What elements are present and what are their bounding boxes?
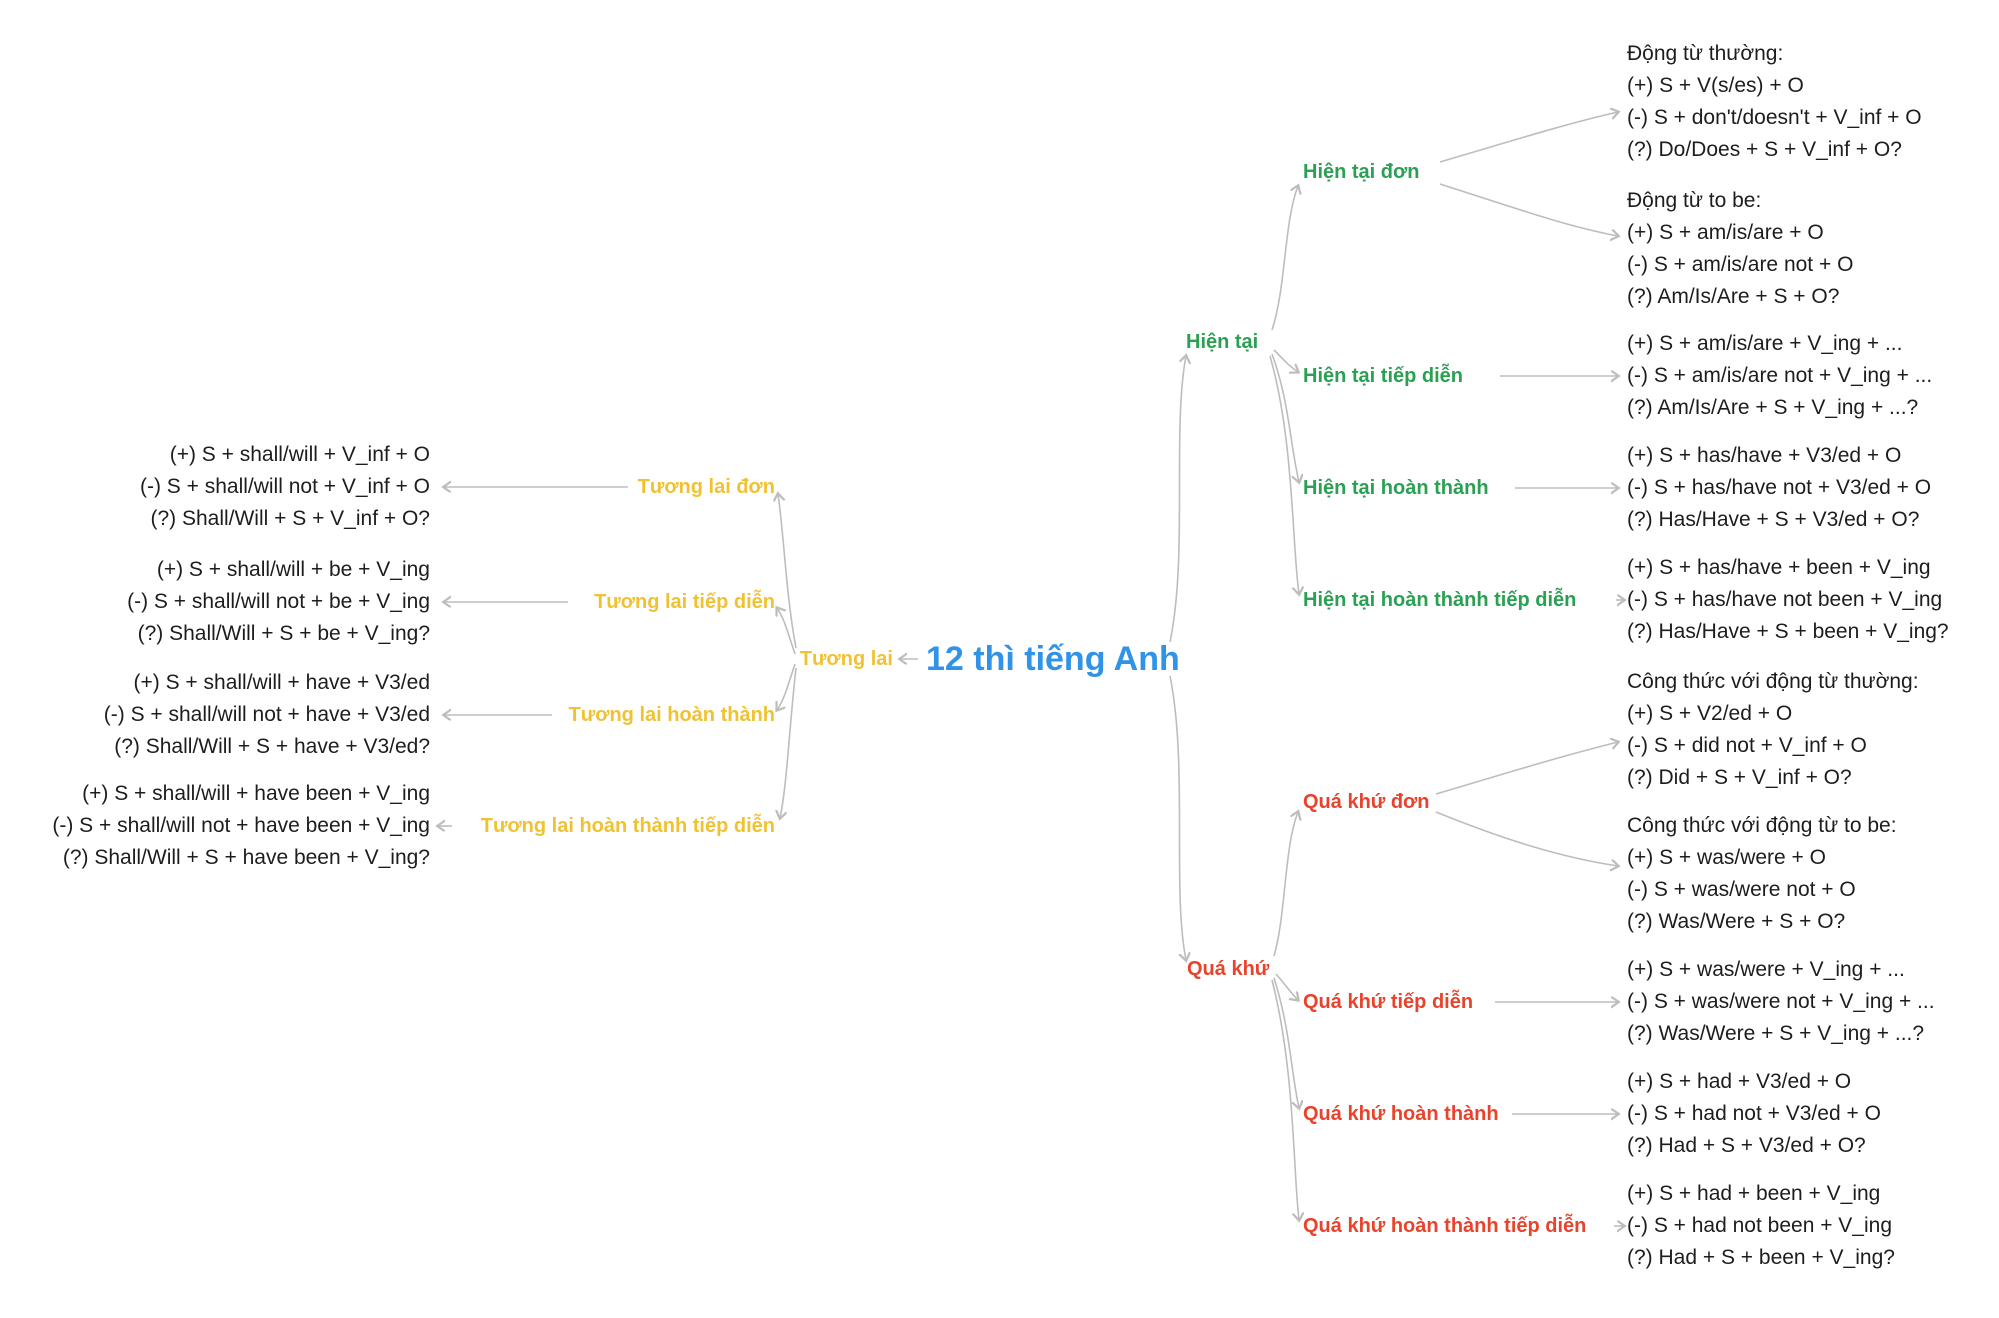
formula-line: (+) S + shall/will + be + V_ing — [156, 558, 430, 581]
connector-present-simple — [1271, 186, 1298, 331]
formula-line: (+) S + has/have + been + V_ing — [1627, 556, 1931, 579]
formula-line: (?) Was/Were + S + V_ing + ...? — [1627, 1022, 1925, 1045]
formula-header: Công thức với động từ thường: — [1627, 670, 1919, 693]
node-present-simple[interactable]: Hiện tại đơn — [1303, 161, 1420, 183]
formula-line: (?) Has/Have + S + been + V_ing? — [1627, 620, 1949, 643]
node-present-perfect[interactable]: Hiện tại hoàn thành — [1303, 477, 1489, 499]
formula-line: (-) S + did not + V_inf + O — [1627, 734, 1867, 757]
formula-block-past-simple-regular: Công thức với động từ thường: (+) S + V2… — [1627, 666, 1919, 794]
formula-line: (?) Shall/Will + S + V_inf + O? — [150, 507, 430, 530]
formula-line: (+) S + am/is/are + O — [1627, 221, 1824, 244]
formula-block-future-perfect: (+) S + shall/will + have + V3/ed (-) S … — [104, 667, 430, 763]
formula-line: (?) Has/Have + S + V3/ed + O? — [1627, 508, 1920, 531]
connector-future-perfect-continuous — [780, 667, 797, 818]
formula-line: (?) Was/Were + S + O? — [1627, 910, 1846, 933]
formula-line: (-) S + had not + V3/ed + O — [1627, 1102, 1881, 1125]
formula-block-past-simple-tobe: Công thức với động từ to be: (+) S + was… — [1627, 810, 1897, 938]
formula-line: (+) S + V2/ed + O — [1627, 702, 1793, 725]
formula-line: (-) S + was/were not + V_ing + ... — [1627, 990, 1935, 1013]
formula-line: (+) S + V(s/es) + O — [1627, 74, 1804, 97]
formula-block-future-continuous: (+) S + shall/will + be + V_ing (-) S + … — [127, 554, 430, 650]
formula-line: (?) Had + S + V3/ed + O? — [1627, 1134, 1866, 1157]
formula-line: (-) S + has/have not + V3/ed + O — [1627, 476, 1932, 499]
node-future[interactable]: Tương lai — [799, 648, 893, 670]
formula-block-present-simple-regular: Động từ thường: (+) S + V(s/es) + O (-) … — [1627, 38, 1922, 166]
formula-line: (?) Am/Is/Are + S + O? — [1627, 285, 1840, 308]
formula-line: (+) S + was/were + V_ing + ... — [1627, 958, 1905, 981]
node-present[interactable]: Hiện tại — [1186, 331, 1259, 353]
formula-line: (-) S + shall/will not + have + V3/ed — [103, 703, 430, 726]
formula-line: (?) Shall/Will + S + be + V_ing? — [137, 622, 430, 645]
node-future-simple[interactable]: Tương lai đơn — [637, 476, 775, 498]
formula-block-present-perfect: (+) S + has/have + V3/ed + O (-) S + has… — [1627, 440, 1931, 536]
node-future-perfect-continuous[interactable]: Tương lai hoàn thành tiếp diễn — [480, 815, 775, 837]
formula-line: (-) S + was/were not + O — [1627, 878, 1856, 901]
connector-center-past — [1169, 675, 1186, 960]
formula-line: (-) S + shall/will not + V_inf + O — [139, 475, 430, 498]
formula-line: (+) S + was/were + O — [1627, 846, 1826, 869]
formula-block-past-perfect: (+) S + had + V3/ed + O (-) S + had not … — [1627, 1066, 1881, 1162]
node-past-simple[interactable]: Quá khứ đơn — [1303, 791, 1430, 813]
formula-line: (-) S + shall/will not + be + V_ing — [127, 590, 430, 613]
formula-block-present-simple-tobe: Động từ to be: (+) S + am/is/are + O (-)… — [1627, 185, 1853, 313]
formula-header: Động từ thường: — [1627, 42, 1784, 65]
connector-center-present — [1169, 356, 1186, 643]
formula-block-present-perfect-continuous: (+) S + has/have + been + V_ing (-) S + … — [1627, 552, 1949, 648]
node-past-continuous[interactable]: Quá khứ tiếp diễn — [1303, 991, 1474, 1013]
node-past-perfect[interactable]: Quá khứ hoàn thành — [1303, 1103, 1499, 1125]
connector-past-perfect-continuous — [1271, 979, 1299, 1220]
node-past[interactable]: Quá khứ — [1187, 958, 1270, 980]
formula-line: (-) S + am/is/are not + O — [1627, 253, 1854, 276]
formula-block-present-continuous: (+) S + am/is/are + V_ing + ... (-) S + … — [1627, 328, 1932, 424]
connector-present-perfect-continuous — [1269, 355, 1299, 594]
connector-present-perfect — [1271, 353, 1299, 482]
connector-present-continuous — [1273, 349, 1298, 372]
formula-block-future-perfect-continuous: (+) S + shall/will + have been + V_ing (… — [52, 778, 430, 874]
formula-line: (-) S + am/is/are not + V_ing + ... — [1627, 364, 1933, 387]
node-past-perfect-continuous[interactable]: Quá khứ hoàn thành tiếp diễn — [1303, 1215, 1587, 1237]
formula-line: (-) S + shall/will not + have been + V_i… — [52, 814, 430, 837]
connector-future-continuous — [777, 608, 796, 655]
formula-line: (-) S + had not been + V_ing — [1627, 1214, 1893, 1237]
node-future-continuous[interactable]: Tương lai tiếp diễn — [594, 591, 775, 613]
formula-line: (+) S + shall/will + V_inf + O — [169, 443, 430, 466]
node-present-perfect-continuous[interactable]: Hiện tại hoàn thành tiếp diễn — [1303, 589, 1577, 611]
connector-present-simple-formula-2 — [1439, 183, 1618, 236]
formula-line: (-) S + don't/doesn't + V_inf + O — [1627, 106, 1922, 129]
root-node[interactable]: 12 thì tiếng Anh — [926, 640, 1180, 678]
formula-line: (?) Do/Does + S + V_inf + O? — [1627, 138, 1902, 161]
formula-header: Công thức với động từ to be: — [1627, 814, 1897, 837]
formula-line: (+) S + had + V3/ed + O — [1627, 1070, 1852, 1093]
connector-future-perfect — [777, 663, 796, 710]
node-future-perfect[interactable]: Tương lai hoàn thành — [568, 704, 775, 726]
formula-line: (+) S + shall/will + have been + V_ing — [82, 782, 430, 805]
formula-header: Động từ to be: — [1627, 189, 1762, 212]
formula-line: (?) Shall/Will + S + have been + V_ing? — [62, 846, 430, 869]
formula-line: (-) S + has/have not been + V_ing — [1627, 588, 1943, 611]
formula-line: (+) S + has/have + V3/ed + O — [1627, 444, 1902, 467]
formula-line: (+) S + had + been + V_ing — [1627, 1182, 1881, 1205]
formula-line: (+) S + shall/will + have + V3/ed — [133, 671, 431, 694]
connector-past-continuous — [1275, 973, 1298, 1000]
node-present-continuous[interactable]: Hiện tại tiếp diễn — [1303, 365, 1464, 387]
formula-block-past-continuous: (+) S + was/were + V_ing + ... (-) S + w… — [1627, 954, 1935, 1050]
connector-future-simple — [778, 494, 797, 649]
formula-line: (?) Did + S + V_inf + O? — [1627, 766, 1852, 789]
formula-line: (?) Shall/Will + S + have + V3/ed? — [114, 735, 430, 758]
formula-block-past-perfect-continuous: (+) S + had + been + V_ing (-) S + had n… — [1627, 1178, 1895, 1274]
connector-present-simple-formula-1 — [1439, 112, 1618, 163]
connector-past-simple-formula-2 — [1435, 811, 1618, 866]
connector-past-simple — [1273, 812, 1298, 957]
connector-past-perfect — [1273, 977, 1299, 1108]
connector-past-simple-formula-1 — [1435, 742, 1618, 795]
formula-line: (+) S + am/is/are + V_ing + ... — [1627, 332, 1903, 355]
formula-line: (?) Had + S + been + V_ing? — [1627, 1246, 1895, 1269]
formula-block-future-simple: (+) S + shall/will + V_inf + O (-) S + s… — [140, 439, 430, 535]
formula-line: (?) Am/Is/Are + S + V_ing + ...? — [1627, 396, 1919, 419]
